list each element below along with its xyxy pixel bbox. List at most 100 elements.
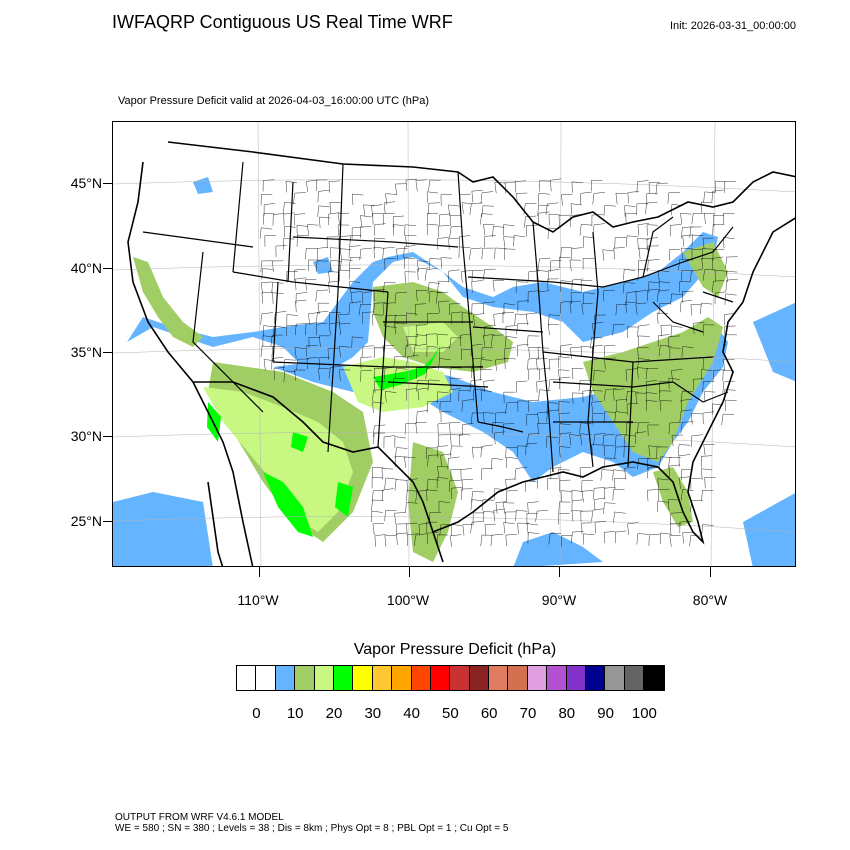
county-line <box>426 532 439 545</box>
county-line <box>558 423 571 435</box>
county-line <box>626 326 639 338</box>
county-line <box>413 344 427 357</box>
county-line <box>396 248 408 261</box>
county-line <box>591 508 604 522</box>
county-line <box>283 359 296 371</box>
county-line <box>538 290 550 303</box>
county-line <box>648 281 660 293</box>
county-line <box>539 367 551 381</box>
county-line <box>600 469 614 481</box>
county-line <box>371 499 384 512</box>
county-line <box>711 403 724 415</box>
county-line <box>480 359 493 371</box>
county-line <box>328 271 340 283</box>
colorbar <box>236 665 665 691</box>
state-borders <box>142 161 734 473</box>
county-line <box>527 399 540 412</box>
county-line <box>361 291 374 304</box>
county-line <box>384 477 397 489</box>
county-line <box>604 445 616 457</box>
county-line <box>615 434 628 447</box>
county-line <box>438 346 451 360</box>
county-line <box>372 389 385 402</box>
county-line <box>527 433 540 446</box>
county-line <box>439 524 452 536</box>
county-line <box>704 477 716 489</box>
county-line <box>712 249 725 261</box>
colorbar-label-2: 20 <box>325 705 343 722</box>
county-line <box>308 337 320 349</box>
colorbar-box-9 <box>411 666 431 690</box>
county-line <box>524 215 537 228</box>
county-line <box>450 469 462 481</box>
county-line <box>471 357 485 370</box>
county-line <box>260 194 273 206</box>
county-line <box>348 245 361 258</box>
county-line <box>514 466 528 480</box>
county-line <box>480 389 493 402</box>
county-line <box>591 444 603 456</box>
county-line <box>517 300 529 313</box>
county-line <box>592 223 606 236</box>
county-line <box>506 456 518 469</box>
county-line <box>470 412 484 424</box>
county-line <box>426 401 439 413</box>
county-line <box>580 191 592 205</box>
county-line <box>505 336 518 348</box>
county-line <box>646 458 659 470</box>
county-line <box>560 490 572 502</box>
county-line <box>725 278 738 292</box>
country-borders <box>127 141 795 566</box>
county-line <box>539 180 551 192</box>
county-line <box>647 245 659 258</box>
colorbar-box-12 <box>469 666 490 690</box>
county-line <box>306 345 318 357</box>
county-line <box>494 488 506 500</box>
county-line <box>338 235 351 248</box>
colorbar-label-4: 40 <box>403 705 420 722</box>
county-line <box>504 357 516 370</box>
lat-tick-30 <box>103 436 112 437</box>
county-line <box>429 258 441 270</box>
county-line <box>460 468 472 481</box>
county-line <box>381 468 394 480</box>
county-line <box>490 334 504 347</box>
county-line <box>581 522 593 535</box>
county-line <box>338 313 350 326</box>
county-line <box>701 369 713 381</box>
county-line <box>428 202 440 215</box>
county-line <box>701 258 713 270</box>
colorbar-label-3: 30 <box>364 705 382 722</box>
county-line <box>439 213 451 226</box>
county-line <box>317 302 329 315</box>
county-line <box>273 366 285 380</box>
county-line <box>646 467 660 479</box>
county-line <box>261 291 273 304</box>
county-line <box>359 247 372 261</box>
county-line <box>678 444 691 456</box>
county-line <box>700 468 713 480</box>
county-line <box>282 202 296 214</box>
county-line <box>700 302 713 315</box>
lon-tick-80w <box>710 567 711 577</box>
county-line <box>415 179 427 192</box>
county-line <box>558 412 570 425</box>
county-line <box>537 204 550 217</box>
county-line <box>417 260 429 272</box>
county-line <box>286 271 298 283</box>
county-line <box>594 521 606 534</box>
county-line <box>558 513 570 525</box>
county-line <box>560 344 572 357</box>
county-line <box>604 345 616 357</box>
county-line <box>691 234 704 247</box>
county-line <box>461 348 473 360</box>
county-line <box>613 388 625 401</box>
colorbar-label-7: 70 <box>519 705 537 722</box>
county-line <box>416 410 429 423</box>
county-line <box>560 300 572 314</box>
county-line <box>723 359 735 371</box>
county-line <box>482 412 495 424</box>
county-line <box>317 189 330 203</box>
county-line <box>461 488 473 500</box>
county-line <box>317 246 329 260</box>
